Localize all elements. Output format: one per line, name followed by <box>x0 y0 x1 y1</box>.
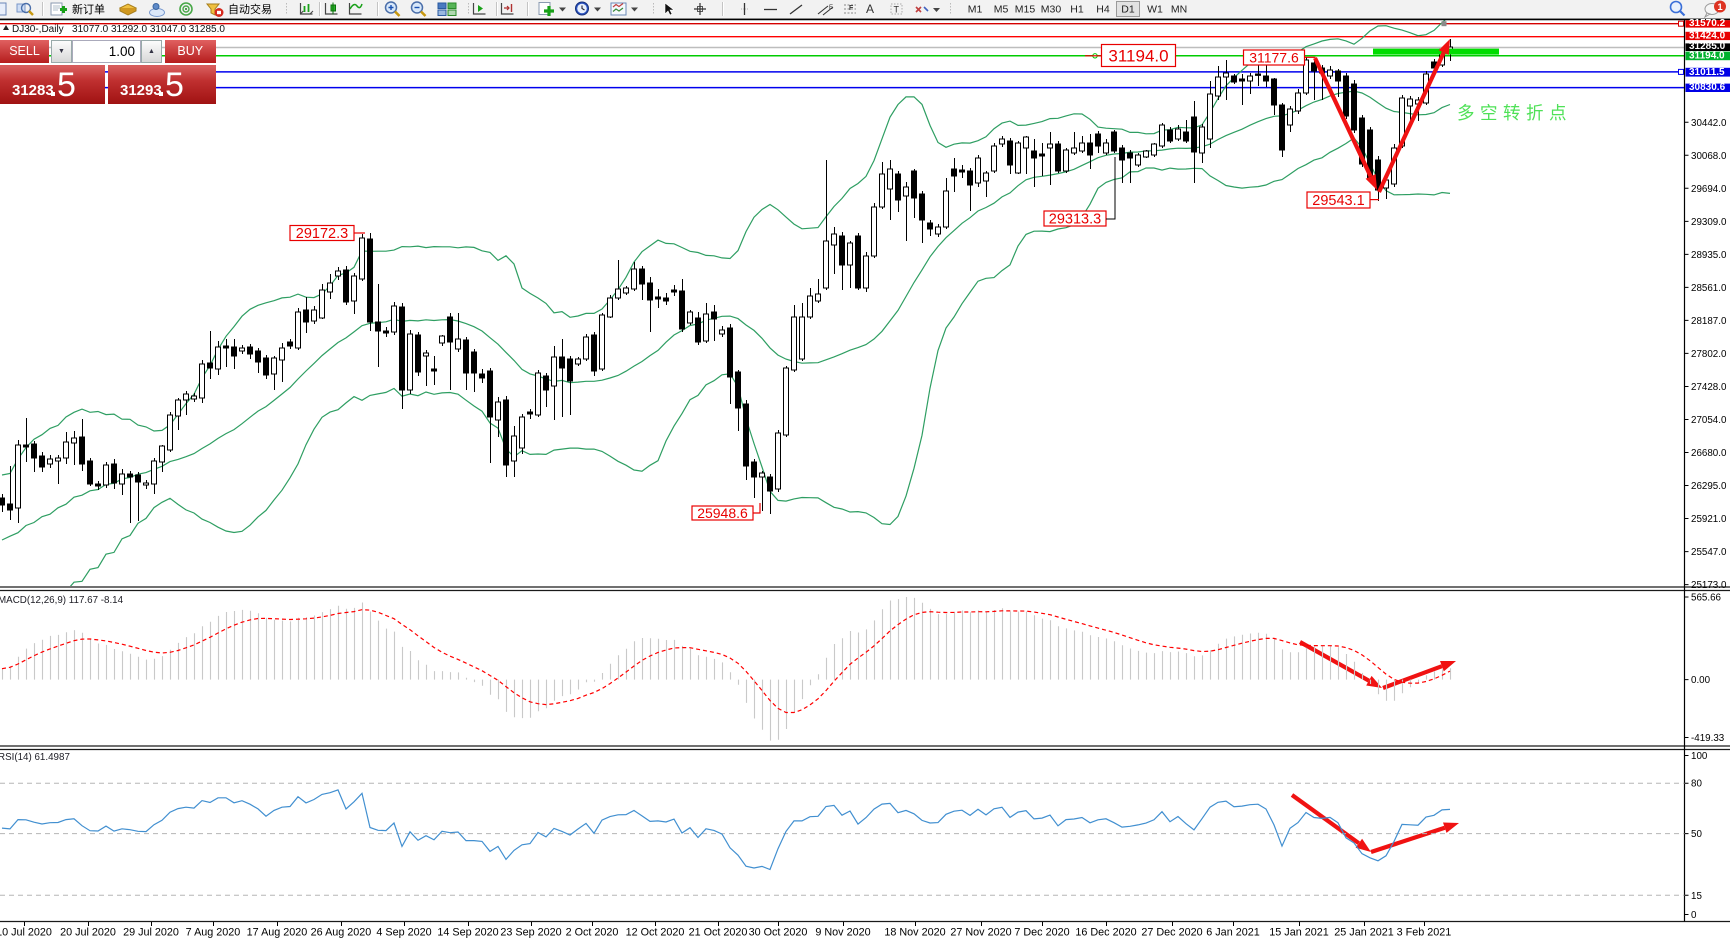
svg-text:16 Dec 2020: 16 Dec 2020 <box>1075 927 1136 939</box>
svg-text:23 Sep 2020: 23 Sep 2020 <box>500 927 561 939</box>
svg-text:MACD(12,26,9) 117.67 -8.14: MACD(12,26,9) 117.67 -8.14 <box>0 595 124 606</box>
svg-text:80: 80 <box>1691 779 1702 790</box>
svg-text:M30: M30 <box>1041 4 1062 16</box>
svg-text:20 Jul 2020: 20 Jul 2020 <box>60 927 116 939</box>
svg-text:29172.3: 29172.3 <box>296 226 348 242</box>
svg-text:2 Oct 2020: 2 Oct 2020 <box>566 927 619 939</box>
svg-text:1: 1 <box>1717 2 1723 13</box>
svg-text:28187.0: 28187.0 <box>1691 316 1727 327</box>
svg-text:27428.0: 27428.0 <box>1691 382 1727 393</box>
svg-text:9 Nov 2020: 9 Nov 2020 <box>815 927 870 939</box>
svg-text:27 Nov 2020: 27 Nov 2020 <box>950 927 1011 939</box>
svg-text:M5: M5 <box>994 4 1009 16</box>
svg-text:25547.0: 25547.0 <box>1691 547 1727 558</box>
svg-text:自动交易: 自动交易 <box>228 2 272 16</box>
svg-text:RSI(14) 61.4987: RSI(14) 61.4987 <box>0 752 70 763</box>
svg-text:31285.0: 31285.0 <box>1689 41 1726 52</box>
svg-text:15: 15 <box>1691 891 1702 902</box>
svg-text:18 Nov 2020: 18 Nov 2020 <box>884 927 945 939</box>
svg-text:565.66: 565.66 <box>1691 593 1722 604</box>
svg-text:E: E <box>829 5 833 11</box>
svg-text:31424.0: 31424.0 <box>1689 30 1726 41</box>
svg-text:29694.0: 29694.0 <box>1691 184 1727 195</box>
svg-text:H4: H4 <box>1096 4 1110 16</box>
svg-text:25 Jan 2021: 25 Jan 2021 <box>1334 927 1393 939</box>
svg-text:50: 50 <box>1691 829 1702 840</box>
svg-text:F: F <box>849 5 854 12</box>
svg-text:M1: M1 <box>968 4 983 16</box>
svg-text:多空转折点: 多空转折点 <box>1457 103 1572 123</box>
svg-text:A: A <box>866 2 874 16</box>
svg-text:26 Aug 2020: 26 Aug 2020 <box>311 927 372 939</box>
svg-text:29 Jul 2020: 29 Jul 2020 <box>123 927 179 939</box>
svg-text:31011.5: 31011.5 <box>1689 67 1725 78</box>
svg-text:25173.0: 25173.0 <box>1691 580 1727 591</box>
svg-text:28935.0: 28935.0 <box>1691 250 1727 261</box>
svg-text:T: T <box>894 5 900 15</box>
svg-text:DJ30-,Daily 31077.0 31292.0: DJ30-,Daily 31077.0 31292.0 31047.0 3128… <box>12 24 225 35</box>
svg-text:15 Jan 2021: 15 Jan 2021 <box>1269 927 1328 939</box>
svg-text:100: 100 <box>1691 751 1708 762</box>
svg-text:12 Oct 2020: 12 Oct 2020 <box>626 927 685 939</box>
svg-text:0.00: 0.00 <box>1691 675 1711 686</box>
svg-text:29313.3: 29313.3 <box>1049 212 1101 228</box>
svg-text:31194.0: 31194.0 <box>1108 47 1168 66</box>
svg-text:28561.0: 28561.0 <box>1691 283 1727 294</box>
svg-text:M15: M15 <box>1015 4 1036 16</box>
svg-text:31194.0: 31194.0 <box>1689 50 1725 61</box>
svg-text:10 Jul 2020: 10 Jul 2020 <box>0 927 52 939</box>
svg-text:新订单: 新订单 <box>72 2 105 16</box>
svg-text:7 Aug 2020: 7 Aug 2020 <box>186 927 241 939</box>
svg-text:27054.0: 27054.0 <box>1691 415 1727 426</box>
svg-text:30 Oct 2020: 30 Oct 2020 <box>749 927 808 939</box>
svg-text:-419.33: -419.33 <box>1691 733 1725 744</box>
svg-text:30830.6: 30830.6 <box>1689 82 1726 93</box>
svg-text:26295.0: 26295.0 <box>1691 481 1727 492</box>
svg-text:27802.0: 27802.0 <box>1691 349 1727 360</box>
svg-text:4 Sep 2020: 4 Sep 2020 <box>376 927 431 939</box>
svg-text:21 Oct 2020: 21 Oct 2020 <box>689 927 748 939</box>
svg-text:25921.0: 25921.0 <box>1691 514 1727 525</box>
svg-text:6 Jan 2021: 6 Jan 2021 <box>1206 927 1259 939</box>
svg-text:30068.0: 30068.0 <box>1691 151 1727 162</box>
svg-text:17 Aug 2020: 17 Aug 2020 <box>247 927 308 939</box>
svg-text:27 Dec 2020: 27 Dec 2020 <box>1141 927 1202 939</box>
svg-text:29543.1: 29543.1 <box>1312 193 1364 209</box>
svg-text:3 Feb 2021: 3 Feb 2021 <box>1397 927 1452 939</box>
svg-text:31570.2: 31570.2 <box>1689 18 1726 29</box>
svg-text:MN: MN <box>1171 4 1187 16</box>
svg-text:H1: H1 <box>1070 4 1084 16</box>
svg-text:D1: D1 <box>1121 4 1135 16</box>
svg-text:14 Sep 2020: 14 Sep 2020 <box>437 927 498 939</box>
svg-text:0: 0 <box>1691 910 1697 921</box>
svg-text:W1: W1 <box>1147 4 1163 16</box>
svg-text:29309.0: 29309.0 <box>1691 217 1727 228</box>
svg-text:26680.0: 26680.0 <box>1691 448 1727 459</box>
svg-text:25948.6: 25948.6 <box>697 505 748 521</box>
svg-text:31177.6: 31177.6 <box>1249 50 1299 66</box>
svg-text:7 Dec 2020: 7 Dec 2020 <box>1014 927 1069 939</box>
svg-text:30442.0: 30442.0 <box>1691 118 1727 129</box>
